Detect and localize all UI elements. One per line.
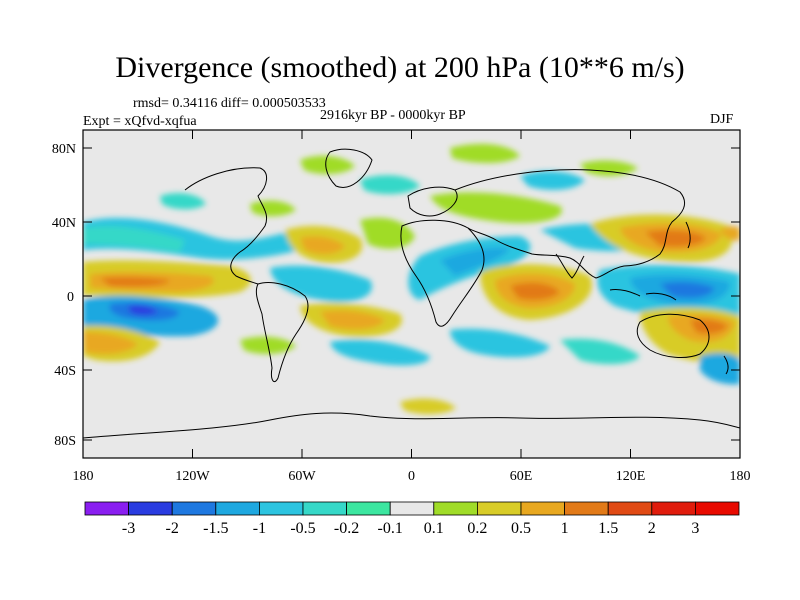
coast-asia [454, 169, 685, 279]
coast-south-america [255, 282, 309, 383]
coast-new-zealand [723, 355, 729, 375]
lat-label-40s: 40S [54, 364, 76, 379]
lon-label-60w: 60W [288, 469, 316, 484]
coast-north-america [184, 167, 268, 285]
coast-europe [407, 186, 458, 217]
colorbar-swatch [346, 501, 391, 516]
lat-label-0: 0 [67, 290, 74, 305]
lon-label-180w: 180 [73, 469, 94, 484]
lon-label-0: 0 [408, 469, 415, 484]
coast-indonesia [609, 289, 677, 301]
coast-japan [685, 221, 691, 249]
colorbar-swatch [476, 501, 522, 516]
colorbar: -3 -2 -1.5 -1 -0.5 -0.2 -0.1 0.1 0.2 0.5 1 1.5 2 3 [84, 501, 740, 537]
colorbar-label: -0.5 [290, 520, 315, 537]
colorbar-swatch [84, 501, 129, 516]
coast-africa [400, 219, 485, 327]
lon-axis: 180 120W 60W 0 60E 120E 180 [73, 130, 751, 484]
colorbar-label: -1 [253, 520, 266, 537]
colorbar-label: -0.2 [334, 520, 359, 537]
stats-label: rmsd= 0.34116 diff= 0.000503533 [133, 96, 326, 111]
coastlines [83, 148, 740, 439]
colorbar-label: 3 [691, 520, 699, 537]
colorbar-swatch [607, 501, 653, 516]
colorbar-label: 2 [648, 520, 656, 537]
period-label: 2916kyr BP - 0000kyr BP [320, 108, 466, 123]
colorbar-swatch [520, 501, 565, 516]
colorbar-swatch [171, 501, 217, 516]
lon-label-180e: 180 [730, 469, 751, 484]
coast-india [555, 253, 585, 279]
colorbar-swatch [258, 501, 304, 516]
colorbar-swatch [695, 501, 740, 516]
lat-label-80s: 80S [54, 434, 76, 449]
colorbar-label: -2 [166, 520, 179, 537]
lat-axis: 80N 40N 0 40S 80S [52, 142, 740, 449]
colorbar-label: 0.5 [511, 520, 531, 537]
colorbar-label: 0.2 [467, 520, 487, 537]
coast-greenland [325, 148, 373, 188]
colorbar-swatch [302, 501, 347, 516]
lon-label-60e: 60E [510, 469, 533, 484]
colorbar-label: 0.1 [424, 520, 444, 537]
colorbar-swatch [389, 501, 435, 516]
colorbar-swatch [433, 501, 478, 516]
lat-label-80n: 80N [52, 142, 76, 157]
divergence-contours [83, 143, 740, 415]
colorbar-label: 1 [561, 520, 569, 537]
coast-antarctica [83, 412, 740, 439]
lat-label-40n: 40N [52, 216, 76, 231]
colorbar-swatch [215, 501, 260, 516]
plot-title: Divergence (smoothed) at 200 hPa (10**6 … [115, 51, 685, 84]
colorbar-swatch [128, 501, 173, 516]
colorbar-label: -1.5 [203, 520, 228, 537]
season-label: DJF [710, 112, 734, 127]
colorbar-label: 1.5 [598, 520, 618, 537]
lon-label-120e: 120E [616, 469, 646, 484]
colorbar-label: -3 [122, 520, 135, 537]
experiment-label: Expt = xQfvd-xqfua [83, 114, 197, 129]
colorbar-swatch [564, 501, 609, 516]
colorbar-label: -0.1 [378, 520, 403, 537]
coast-australia [636, 313, 710, 358]
colorbar-swatch [651, 501, 696, 516]
lon-label-120w: 120W [175, 469, 210, 484]
